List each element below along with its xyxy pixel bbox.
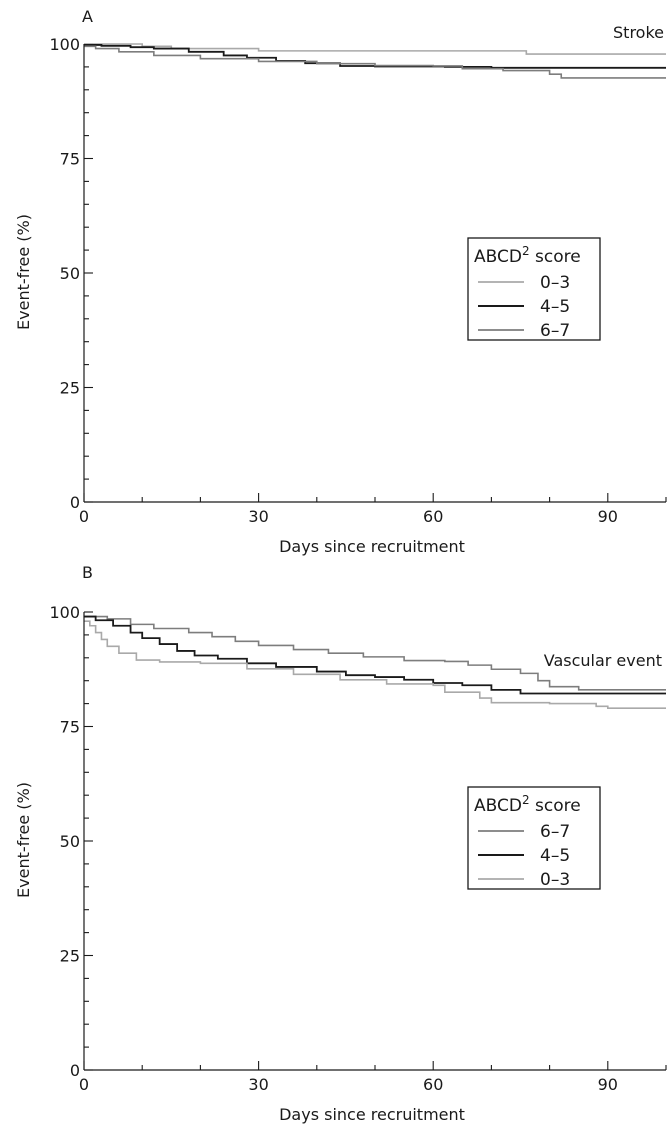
series-line: [84, 620, 666, 709]
y-tick-label: 75: [60, 150, 80, 169]
axis-ticks: 0 25 50 75 100 0 30 60 90: [49, 603, 667, 1094]
x-tick-label: 60: [423, 1075, 443, 1094]
legend-title-main: ABCD: [474, 247, 522, 267]
legend-box: [467, 237, 601, 341]
panel-b: B Vascular event Event-free (%) Days sin…: [14, 563, 667, 1124]
legend-title-suffix: score: [530, 796, 581, 816]
panel-letter: A: [82, 7, 93, 26]
axis-ticks: 0 25 50 75 100 0 30 60 90: [49, 35, 667, 526]
x-tick-label: 90: [598, 1075, 618, 1094]
series-layer: [84, 615, 666, 709]
legend: ABCD2 score 6–7 4–5 0–3: [467, 786, 601, 890]
legend-title: ABCD2 score: [474, 793, 581, 816]
x-tick-label: 30: [248, 1075, 268, 1094]
legend-label: 6–7: [540, 321, 570, 341]
y-tick-label: 50: [60, 832, 80, 851]
x-tick-label: 0: [79, 507, 89, 526]
y-tick-label: 25: [60, 947, 80, 966]
y-tick-label: 100: [49, 603, 80, 622]
legend-title: ABCD2 score: [474, 244, 581, 267]
series-line: [84, 43, 666, 55]
y-tick-label: 100: [49, 35, 80, 54]
legend-label: 0–3: [540, 870, 570, 890]
series-layer: [84, 43, 666, 79]
x-tick-label: 60: [423, 507, 443, 526]
x-tick-label: 30: [248, 507, 268, 526]
legend-items: 0–3 4–5 6–7: [478, 273, 570, 341]
legend-label: 6–7: [540, 822, 570, 842]
y-tick-label: 0: [70, 493, 80, 512]
legend: ABCD2 score 0–3 4–5 6–7: [467, 237, 601, 341]
axes: [83, 612, 666, 1071]
legend-title-suffix: score: [530, 247, 581, 267]
legend-items: 6–7 4–5 0–3: [478, 822, 570, 890]
y-tick-label: 50: [60, 264, 80, 283]
axes: [83, 44, 666, 503]
panel-a: A Stroke Event-free (%) Days since recru…: [14, 7, 667, 556]
legend-label: 4–5: [540, 297, 570, 317]
legend-label: 0–3: [540, 273, 570, 293]
x-axis-label: Days since recruitment: [279, 1105, 465, 1124]
legend-label: 4–5: [540, 846, 570, 866]
x-axis-label: Days since recruitment: [279, 537, 465, 556]
panel-annotation: Stroke: [613, 23, 664, 42]
panel-letter: B: [82, 563, 93, 582]
y-tick-label: 75: [60, 718, 80, 737]
x-tick-label: 0: [79, 1075, 89, 1094]
y-axis-label: Event-free (%): [14, 214, 33, 330]
legend-title-main: ABCD: [474, 796, 522, 816]
series-line: [84, 45, 666, 79]
series-line: [84, 615, 666, 695]
y-tick-label: 0: [70, 1061, 80, 1080]
legend-title-superscript: 2: [522, 244, 530, 258]
x-tick-label: 90: [598, 507, 618, 526]
legend-box: [467, 786, 601, 890]
y-axis-label: Event-free (%): [14, 782, 33, 898]
legend-title-superscript: 2: [522, 793, 530, 807]
y-tick-label: 25: [60, 379, 80, 398]
series-line: [84, 615, 666, 691]
panel-annotation: Vascular event: [544, 651, 662, 670]
